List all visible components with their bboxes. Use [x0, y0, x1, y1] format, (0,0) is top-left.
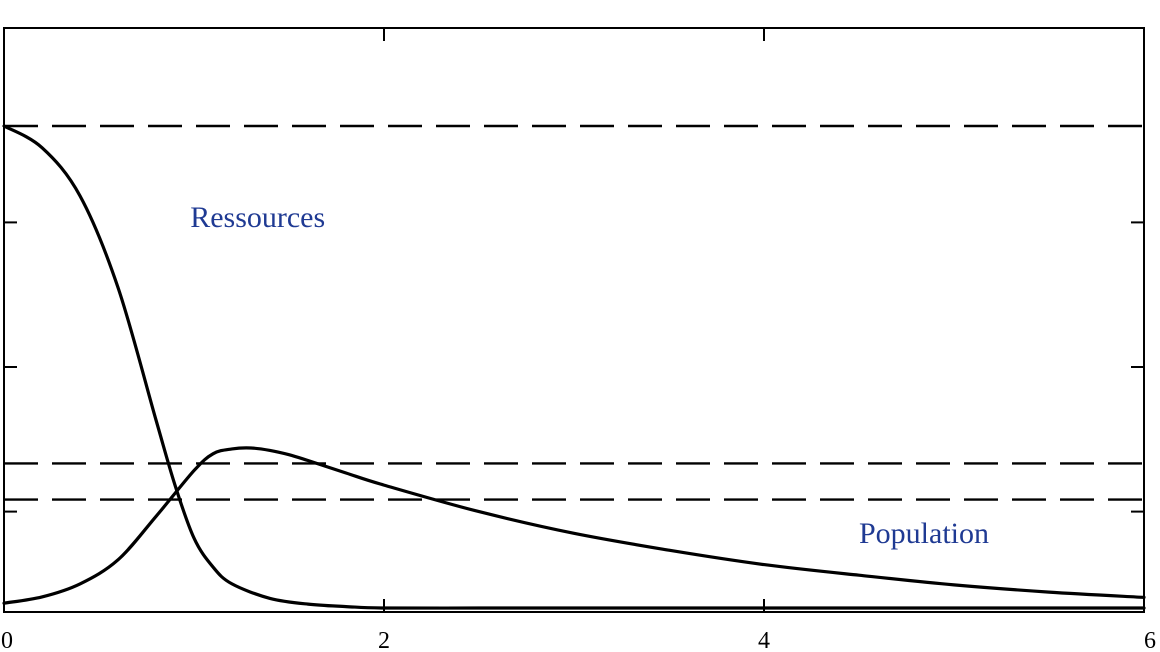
- plot-frame: [3, 27, 1145, 613]
- series-line-ressources: [2, 124, 1146, 610]
- series-line-population: [2, 446, 1146, 605]
- axis-ticks: [4, 28, 1144, 612]
- x-tick-label: 2: [378, 628, 390, 652]
- curves: [2, 124, 1146, 610]
- reference-lines: [4, 124, 1144, 501]
- series-label-population: Population: [859, 517, 989, 550]
- series-labels: Ressources Population: [190, 201, 989, 550]
- x-tick-label: 0: [1, 628, 13, 652]
- x-tick-label: 4: [758, 628, 770, 652]
- series-label-ressources: Ressources: [190, 201, 325, 234]
- x-tick-label: 6: [1144, 628, 1156, 652]
- x-tick-labels: 0 2 4 6: [1, 628, 1156, 652]
